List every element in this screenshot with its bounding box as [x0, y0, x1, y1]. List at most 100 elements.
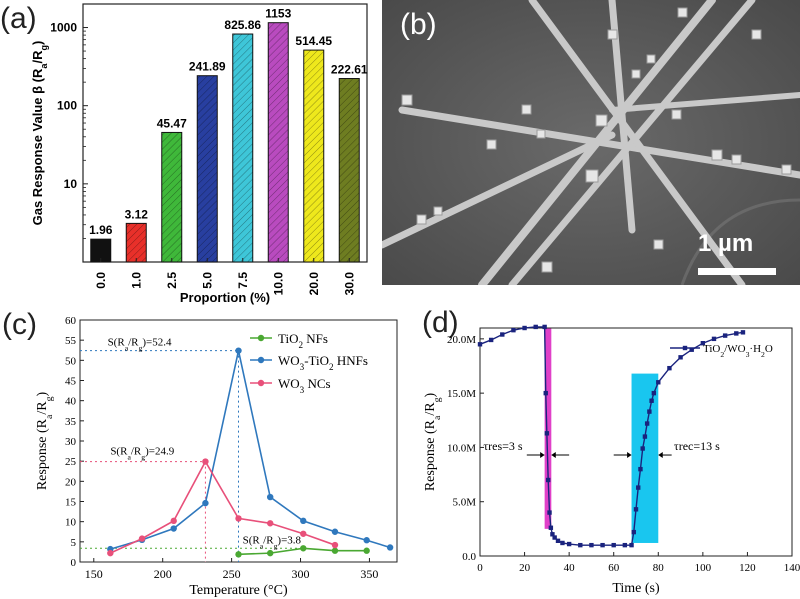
data-point	[722, 333, 728, 338]
data-point	[331, 547, 339, 554]
y-tick-label: 35	[65, 416, 77, 428]
bar	[267, 22, 289, 263]
tau-res-arrowhead-right	[551, 452, 556, 459]
bar	[303, 49, 325, 263]
data-point	[533, 324, 538, 330]
x-tick-label: 1.0	[129, 272, 143, 289]
panel-b-label: (b)	[400, 8, 437, 41]
data-point	[631, 529, 636, 535]
x-tick-label: 2.5	[165, 272, 179, 289]
line-chart-c: 0 5 10 15 20 25 30 35 40 45 50 55 60 150 200 250 300 350 T…	[35, 315, 398, 598]
x-tick-label: 7.5	[236, 272, 250, 289]
bar-value-label: 825.86	[224, 18, 261, 32]
tau-res-arrowhead-left	[540, 452, 545, 459]
x-tick-label: 200	[154, 567, 172, 581]
legend-marker	[257, 334, 265, 342]
data-point	[667, 365, 672, 371]
data-point	[560, 540, 565, 546]
sem-nanofibers-drawing	[382, 0, 800, 285]
y-tick-label: 10	[65, 517, 77, 529]
data-point	[543, 390, 548, 396]
data-point	[363, 537, 370, 544]
bar	[196, 75, 218, 263]
legend-marker	[257, 379, 265, 387]
data-point	[544, 431, 550, 436]
x-tick-label: 100	[695, 562, 712, 574]
annotation-peak-tio2: S(Ra/Rg)=3.8	[243, 534, 302, 550]
y-tick-label: 45	[65, 376, 77, 388]
data-point	[477, 342, 483, 347]
data-point	[644, 421, 650, 426]
y-tick-label: 50	[65, 355, 77, 367]
x-axis-label: Temperature (°C)	[189, 583, 288, 598]
data-point	[547, 510, 552, 515]
legend-marker	[682, 345, 688, 351]
x-axis-label: Time (s)	[612, 581, 660, 596]
y-tick-label: 55	[65, 335, 77, 347]
data-point	[235, 551, 242, 558]
data-point	[566, 541, 572, 547]
y-axis-label: Gas Response Value β (Ra/Rg)	[30, 41, 49, 226]
data-point	[300, 530, 307, 537]
bar-value-label: 1.96	[89, 223, 113, 237]
panel-c-label: (c)	[2, 308, 37, 341]
legend-label: TiO2/WO3·H2O	[703, 343, 773, 359]
y-tick-label: 10.0M	[447, 442, 476, 454]
series-line	[479, 326, 744, 546]
bar-value-label: 1153	[265, 7, 291, 21]
data-point	[633, 507, 639, 512]
data-point	[700, 341, 706, 346]
data-point	[235, 515, 242, 522]
annotation-tau-res: τres=3 s	[483, 439, 523, 453]
data-point	[552, 535, 557, 540]
data-point	[545, 477, 551, 483]
bar-chart-a: 10 100 1000 1.96 0.0 3.12 1.0 45.47 2.5 241.89 5.0…	[30, 3, 368, 305]
scale-bar-label: 1 µm	[698, 230, 754, 257]
y-tick-label: 15	[65, 497, 77, 509]
y-tick-label: 60	[65, 315, 77, 327]
data-point	[656, 380, 661, 385]
data-point	[651, 390, 657, 396]
x-tick-label: 30.0	[342, 272, 356, 296]
data-point	[689, 347, 694, 352]
bar	[161, 131, 183, 263]
panel-a-label: (a)	[0, 2, 37, 35]
bar-value-label: 241.89	[189, 60, 226, 74]
bar	[338, 78, 360, 263]
x-tick-label: 0	[477, 562, 483, 574]
legend-label: WO3 NCs	[278, 376, 331, 395]
y-tick-label: 5	[71, 537, 77, 549]
x-tick-label: 20.0	[307, 272, 321, 296]
series-line	[110, 350, 391, 550]
data-point	[711, 336, 717, 342]
y-tick-label: 0	[71, 557, 77, 569]
data-point	[511, 327, 516, 333]
x-tick-label: 20	[519, 562, 531, 574]
y-tick-label: 1000	[50, 21, 77, 35]
y-tick-label: 10	[64, 177, 78, 191]
data-point	[170, 525, 177, 532]
data-point	[642, 434, 648, 439]
data-point	[202, 499, 209, 507]
y-tick-label: 5.0M	[452, 497, 476, 509]
data-point	[267, 520, 274, 527]
data-point	[542, 324, 547, 330]
y-tick-label: 0.0	[462, 551, 476, 563]
data-point	[331, 528, 339, 535]
data-point	[386, 544, 394, 551]
data-point	[202, 458, 209, 465]
data-point	[611, 542, 616, 548]
data-point	[522, 325, 527, 331]
series-line	[109, 459, 336, 554]
legend-marker	[257, 356, 265, 364]
data-point	[363, 547, 370, 554]
x-tick-label: 5.0	[200, 272, 214, 289]
x-tick-label: 80	[653, 562, 665, 574]
bar-value-label: 514.45	[295, 34, 332, 48]
data-point	[500, 332, 505, 337]
annotation-peak-hnf: S(Ra/Rg)=52.4	[108, 337, 172, 353]
tau-rec-arrowhead-right	[658, 452, 663, 459]
data-point	[600, 542, 605, 548]
legend-label: TiO2 NFs	[278, 331, 328, 350]
x-tick-label: 120	[739, 562, 756, 574]
